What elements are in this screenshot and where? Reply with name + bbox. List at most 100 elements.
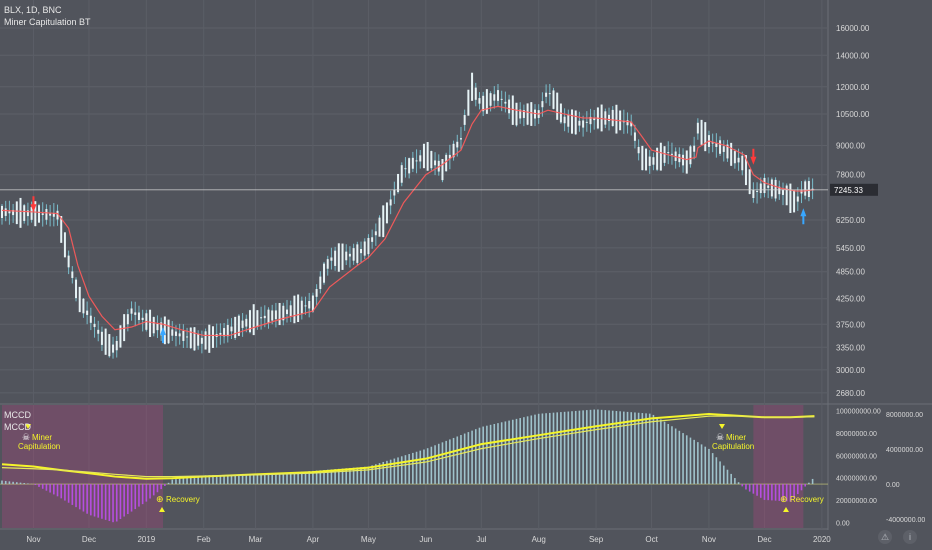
candle-body (456, 141, 459, 148)
candle-body (15, 201, 18, 225)
current-price-tag (830, 183, 878, 196)
time-tick-label: Feb (197, 535, 211, 544)
mccd-line-2 (1, 415, 815, 478)
candle-body (744, 155, 747, 186)
time-tick-label: Jun (419, 535, 432, 544)
candle-body (374, 231, 377, 236)
histogram-bar (134, 484, 137, 510)
histogram-bar (297, 472, 299, 485)
candle-body (737, 157, 740, 163)
candle-body (419, 155, 422, 162)
histogram-bar (249, 475, 251, 485)
candle-body (426, 142, 429, 171)
histogram-bar (711, 453, 714, 485)
histogram-bar (530, 415, 533, 485)
histogram-bar (626, 411, 629, 485)
histogram-bar (726, 469, 729, 485)
histogram-bar (82, 484, 85, 512)
histogram-bar (637, 412, 640, 485)
histogram-bar (404, 455, 407, 485)
candle-body (78, 286, 81, 313)
candle-body (496, 90, 499, 101)
time-tick-label: Aug (532, 535, 546, 544)
histogram-bar (689, 437, 692, 485)
histogram-bar (419, 450, 422, 485)
histogram-bar (275, 473, 277, 485)
recovery-marker (783, 507, 789, 512)
histogram-bar (471, 430, 473, 485)
alert-icon[interactable]: ⚠ (878, 530, 892, 544)
histogram-bar (382, 461, 385, 485)
candle-body (193, 327, 196, 351)
candle-body (593, 117, 596, 121)
candle-body (493, 94, 496, 101)
candle-body (567, 114, 570, 127)
candle-body (8, 211, 11, 214)
histogram-bar (156, 484, 159, 493)
histogram-bar (286, 472, 288, 485)
candle-body (245, 318, 248, 327)
candle-body (174, 331, 177, 336)
histogram-bar (708, 448, 710, 485)
candle-body (393, 189, 396, 196)
histogram-bar (267, 474, 270, 485)
candle-body (689, 146, 692, 165)
candle-body (478, 98, 481, 104)
candle-body (700, 119, 703, 145)
miner-label-line1: Miner (32, 433, 52, 442)
histogram-bar (611, 410, 614, 485)
candle-body (533, 109, 536, 119)
histogram-bar (304, 471, 307, 485)
time-tick-label: May (361, 535, 376, 544)
histogram-bar (256, 475, 259, 485)
candle-body (770, 179, 773, 197)
candle-body (648, 156, 651, 166)
candle-body (156, 323, 159, 331)
candle-body (97, 329, 100, 334)
histogram-bar (193, 476, 196, 485)
candle-body (108, 334, 111, 357)
histogram-bar (467, 432, 470, 485)
histogram-bar (500, 422, 503, 485)
histogram-bar (737, 482, 740, 485)
histogram-bar (238, 475, 240, 485)
histogram-bar (263, 474, 266, 485)
time-tick-label: Apr (307, 535, 320, 544)
price-tick-label: 10500.00 (836, 110, 870, 119)
recovery-marker (159, 507, 165, 512)
info-icon[interactable]: i (903, 530, 917, 544)
histogram-bar (75, 484, 77, 508)
histogram-bar (452, 437, 455, 485)
histogram-bar (53, 484, 55, 495)
candle-body (104, 328, 107, 355)
candle-body (711, 142, 714, 144)
histogram-bar (123, 484, 125, 517)
histogram-bar (212, 475, 214, 485)
histogram-bar (64, 484, 66, 501)
price-tick-label: 7800.00 (836, 171, 865, 180)
candle-body (504, 101, 507, 104)
histogram-tick-label: 4000000.00 (886, 447, 923, 454)
histogram-bar (397, 457, 399, 485)
histogram-bar (430, 446, 433, 485)
miner-marker (719, 424, 725, 429)
price-tick-label: 9000.00 (836, 142, 865, 151)
histogram-bar (578, 410, 581, 485)
candle-body (304, 305, 307, 307)
candle-body (604, 111, 607, 125)
candle-body (789, 183, 792, 213)
histogram-bar (545, 413, 547, 485)
price-tick-label: 4250.00 (836, 295, 865, 304)
histogram-bar (215, 475, 218, 485)
histogram-bar (685, 435, 688, 485)
candle-body (278, 302, 281, 326)
histogram-bar (393, 458, 396, 485)
candle-body (271, 310, 274, 321)
histogram-bar (508, 420, 510, 485)
candle-body (526, 103, 529, 125)
line-tick-label: 100000000.00 (836, 409, 881, 416)
histogram-bar (160, 484, 162, 490)
histogram-bar (315, 470, 318, 485)
line-tick-label: 20000000.00 (836, 498, 877, 505)
